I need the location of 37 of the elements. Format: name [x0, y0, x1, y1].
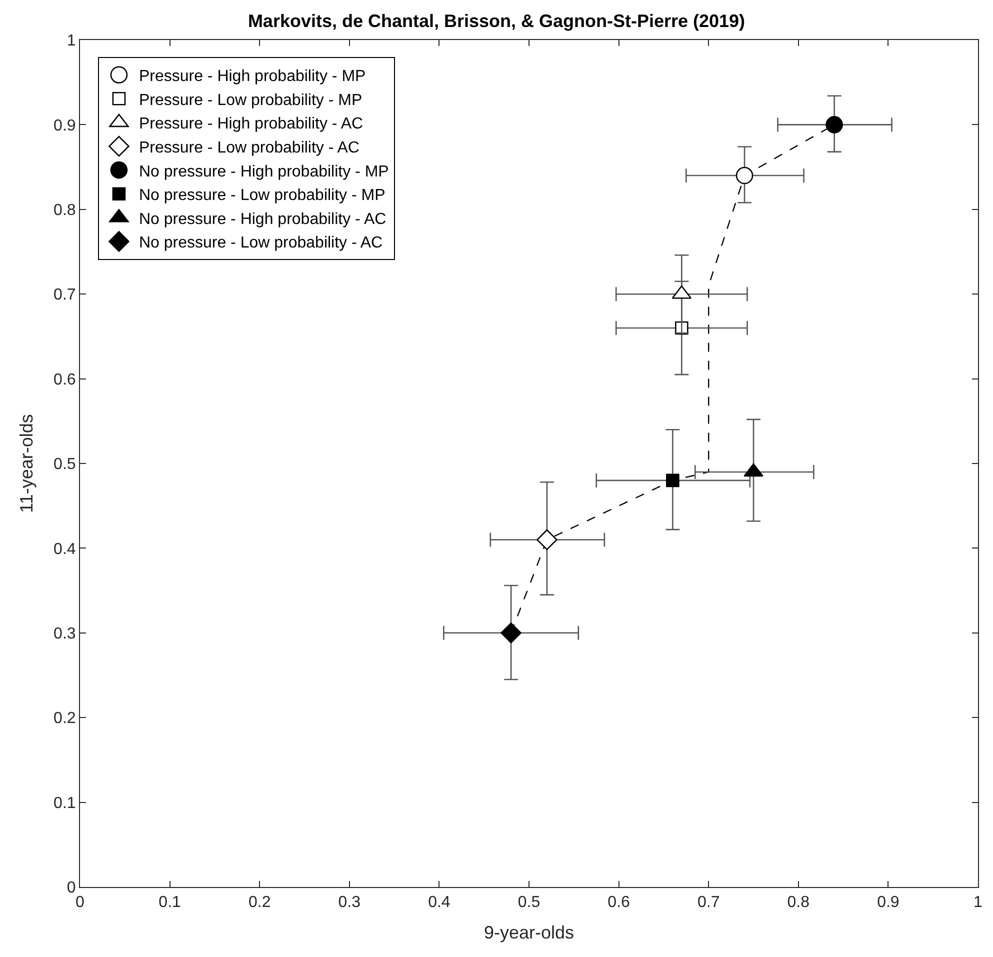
y-tick-label: 0.9	[54, 117, 76, 134]
chart-title: Markovits, de Chantal, Brisson, & Gagnon-St-Pierre (2019)	[248, 10, 746, 31]
y-tick-label: 0.2	[54, 710, 76, 728]
x-tick-label: 0.8	[787, 894, 810, 912]
legend-label: Pressure - Low probability - AC	[138, 139, 360, 156]
point	[736, 166, 754, 184]
x-tick-label: 0.1	[158, 894, 182, 912]
y-tick-label: 0.6	[54, 371, 76, 388]
y-tick-label: 0.7	[54, 286, 76, 304]
legend-label: No pressure - High probability - MP	[138, 163, 389, 180]
x-tick-label: 0.7	[697, 894, 720, 912]
x-tick-label: 0.3	[338, 894, 361, 912]
y-axis-title: 11-year-olds	[16, 414, 37, 513]
legend-label: Pressure - High probability - AC	[138, 116, 364, 133]
legend-label: No pressure - High probability - AC	[138, 210, 386, 228]
legend-label: Pressure - Low probability - MP	[138, 92, 362, 109]
legend-label: Pressure - High probability - MP	[138, 68, 366, 86]
y-tick-label: 0.5	[54, 456, 76, 474]
x-tick-label: 1	[974, 894, 983, 912]
y-tick-label: 0.1	[54, 794, 76, 812]
legend-label: No pressure - Low probability - AC	[138, 234, 383, 252]
x-tick-label: 0.5	[518, 894, 540, 912]
y-tick-label: 1	[66, 32, 76, 50]
point	[500, 622, 522, 644]
point	[826, 116, 843, 134]
x-tick-label: 0.6	[608, 894, 630, 912]
x-tick-label: 0.4	[428, 894, 450, 912]
y-tick-label: 0.4	[54, 540, 76, 558]
x-tick-label: 0.2	[248, 894, 271, 912]
legend-label: No pressure - Low probability - MP	[138, 187, 386, 204]
y-tick-label: 0	[66, 880, 76, 897]
point	[666, 474, 680, 488]
y-tick-label: 0.3	[54, 626, 76, 642]
x-tick-label: 0.9	[877, 894, 900, 912]
x-axis-title: 9-year-olds	[484, 922, 574, 942]
point	[536, 529, 558, 550]
y-tick-label: 0.8	[54, 202, 76, 219]
